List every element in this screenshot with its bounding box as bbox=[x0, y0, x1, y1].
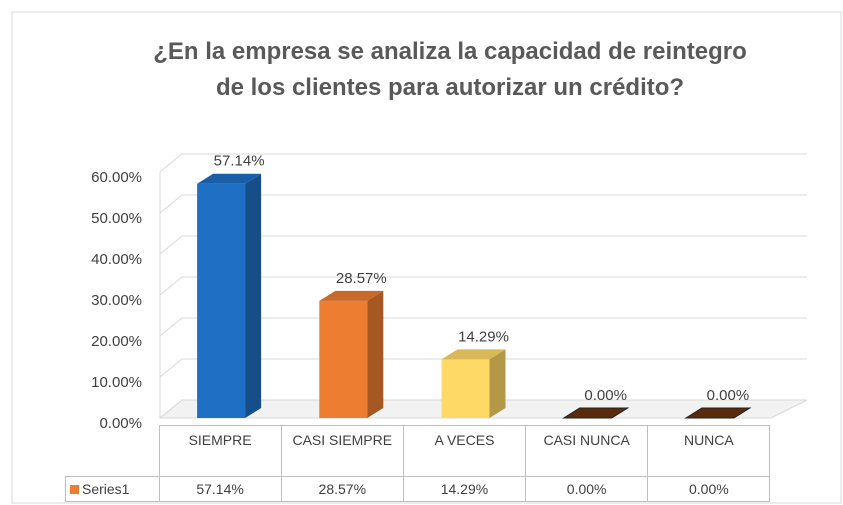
bar-top bbox=[197, 173, 262, 184]
y-tick-label: 40.00% bbox=[91, 251, 142, 268]
data-table: SIEMPRE CASI SIEMPRE A VECES CASI NUNCA NUNC… bbox=[65, 425, 771, 502]
grid-line bbox=[159, 399, 807, 419]
x-tick-label: CASI NUNCA bbox=[525, 425, 649, 477]
data-label: 14.29% bbox=[458, 328, 509, 345]
bar bbox=[684, 407, 752, 419]
x-tick-label: SIEMPRE bbox=[158, 425, 282, 477]
bar-top bbox=[441, 349, 506, 360]
grid-line bbox=[159, 153, 807, 173]
data-table-header: SIEMPRE CASI SIEMPRE A VECES CASI NUNCA NUNC… bbox=[65, 425, 771, 477]
bar-top bbox=[561, 407, 630, 419]
bar-side bbox=[489, 349, 506, 418]
bar-front bbox=[441, 359, 490, 418]
data-table-value: 14.29% bbox=[402, 476, 527, 502]
data-label: 28.57% bbox=[336, 270, 387, 287]
x-tick-label: A VECES bbox=[402, 425, 527, 477]
bar-front bbox=[319, 300, 368, 418]
bar-side bbox=[367, 290, 384, 418]
bar bbox=[441, 349, 506, 418]
y-tick-label: 10.00% bbox=[91, 374, 142, 391]
data-table-value: 57.14% bbox=[158, 476, 282, 502]
legend-label: Series1 bbox=[82, 481, 130, 497]
bar bbox=[561, 407, 630, 419]
grid-line bbox=[159, 358, 807, 378]
grid-line bbox=[159, 235, 807, 255]
y-tick-label: 30.00% bbox=[91, 292, 142, 309]
x-tick-label: NUNCA bbox=[647, 425, 771, 477]
bar-front bbox=[197, 183, 246, 418]
data-table-value: 0.00% bbox=[525, 476, 649, 502]
bar-top bbox=[319, 290, 384, 301]
data-label: 0.00% bbox=[584, 387, 627, 404]
chart-frame bbox=[11, 11, 842, 504]
bar-top bbox=[684, 407, 752, 419]
chart-title: ¿En la empresa se analiza la capacidad d… bbox=[153, 38, 747, 101]
data-table-value: 0.00% bbox=[647, 476, 771, 502]
grid-line bbox=[159, 317, 807, 337]
grid-line bbox=[159, 276, 807, 296]
data-table-row: Series1 57.14% 28.57% 14.29% 0.00% 0.00% bbox=[65, 476, 771, 502]
legend-key bbox=[70, 485, 79, 494]
y-tick-label: 60.00% bbox=[91, 169, 142, 186]
grid-line bbox=[159, 194, 807, 214]
x-tick-label: CASI SIEMPRE bbox=[280, 425, 404, 477]
bar bbox=[319, 290, 384, 418]
bar bbox=[197, 173, 262, 418]
data-label: 57.14% bbox=[214, 153, 265, 170]
y-tick-label: 50.00% bbox=[91, 210, 142, 227]
bar-side bbox=[245, 173, 262, 418]
legend-cell: Series1 bbox=[65, 476, 160, 502]
corner bbox=[65, 425, 160, 477]
data-table-value: 28.57% bbox=[280, 476, 404, 502]
y-tick-label: 20.00% bbox=[91, 333, 142, 350]
data-label: 0.00% bbox=[707, 387, 750, 404]
